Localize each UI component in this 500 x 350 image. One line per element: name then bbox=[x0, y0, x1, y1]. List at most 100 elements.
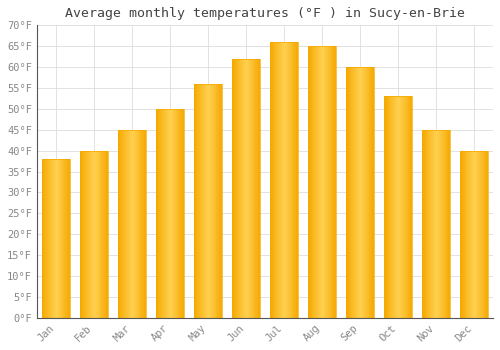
Bar bbox=[486, 150, 488, 318]
Bar bbox=[444, 130, 446, 318]
Bar bbox=[64, 159, 66, 318]
Bar bbox=[256, 59, 258, 318]
Bar bbox=[50, 159, 51, 318]
Bar bbox=[160, 109, 162, 318]
Bar bbox=[126, 130, 127, 318]
Bar bbox=[475, 150, 476, 318]
Bar bbox=[468, 150, 469, 318]
Bar bbox=[432, 130, 433, 318]
Bar bbox=[308, 46, 336, 318]
Bar bbox=[232, 59, 234, 318]
Bar bbox=[176, 109, 178, 318]
Bar bbox=[44, 159, 46, 318]
Bar bbox=[403, 96, 404, 318]
Bar bbox=[250, 59, 252, 318]
Bar bbox=[296, 42, 297, 318]
Bar bbox=[165, 109, 166, 318]
Bar bbox=[422, 130, 424, 318]
Bar bbox=[364, 67, 366, 318]
Bar bbox=[310, 46, 312, 318]
Bar bbox=[142, 130, 144, 318]
Bar bbox=[89, 150, 90, 318]
Bar bbox=[134, 130, 136, 318]
Bar bbox=[428, 130, 430, 318]
Bar bbox=[285, 42, 286, 318]
Bar bbox=[163, 109, 164, 318]
Bar bbox=[208, 84, 209, 318]
Bar bbox=[472, 150, 473, 318]
Bar bbox=[136, 130, 138, 318]
Bar bbox=[396, 96, 397, 318]
Bar bbox=[244, 59, 245, 318]
Bar bbox=[133, 130, 134, 318]
Bar bbox=[94, 150, 95, 318]
Bar bbox=[361, 67, 362, 318]
Bar bbox=[247, 59, 248, 318]
Bar bbox=[95, 150, 96, 318]
Bar bbox=[53, 159, 54, 318]
Bar bbox=[203, 84, 204, 318]
Bar bbox=[334, 46, 336, 318]
Bar bbox=[358, 67, 359, 318]
Bar bbox=[120, 130, 122, 318]
Bar bbox=[131, 130, 132, 318]
Bar bbox=[356, 67, 357, 318]
Bar bbox=[346, 67, 374, 318]
Bar bbox=[386, 96, 388, 318]
Bar bbox=[314, 46, 316, 318]
Bar bbox=[288, 42, 290, 318]
Bar bbox=[350, 67, 352, 318]
Bar bbox=[46, 159, 48, 318]
Bar bbox=[220, 84, 221, 318]
Bar bbox=[174, 109, 176, 318]
Bar bbox=[234, 59, 236, 318]
Bar bbox=[93, 150, 94, 318]
Bar bbox=[238, 59, 240, 318]
Bar bbox=[466, 150, 468, 318]
Bar bbox=[477, 150, 478, 318]
Bar bbox=[182, 109, 183, 318]
Bar bbox=[324, 46, 325, 318]
Bar bbox=[207, 84, 208, 318]
Bar bbox=[448, 130, 450, 318]
Bar bbox=[69, 159, 70, 318]
Bar bbox=[434, 130, 435, 318]
Bar bbox=[232, 59, 260, 318]
Bar bbox=[92, 150, 93, 318]
Bar bbox=[441, 130, 442, 318]
Bar bbox=[430, 130, 432, 318]
Bar bbox=[196, 84, 198, 318]
Bar bbox=[107, 150, 108, 318]
Bar bbox=[278, 42, 279, 318]
Bar bbox=[242, 59, 243, 318]
Bar bbox=[473, 150, 474, 318]
Bar bbox=[202, 84, 203, 318]
Bar bbox=[322, 46, 323, 318]
Bar bbox=[390, 96, 392, 318]
Bar bbox=[172, 109, 174, 318]
Bar bbox=[435, 130, 436, 318]
Bar bbox=[326, 46, 328, 318]
Bar bbox=[88, 150, 89, 318]
Bar bbox=[259, 59, 260, 318]
Bar bbox=[318, 46, 319, 318]
Bar bbox=[330, 46, 332, 318]
Bar bbox=[127, 130, 128, 318]
Bar bbox=[437, 130, 438, 318]
Bar bbox=[118, 130, 120, 318]
Bar bbox=[323, 46, 324, 318]
Bar bbox=[384, 96, 386, 318]
Bar bbox=[482, 150, 484, 318]
Bar bbox=[270, 42, 298, 318]
Bar bbox=[439, 130, 440, 318]
Bar bbox=[462, 150, 464, 318]
Bar bbox=[52, 159, 53, 318]
Bar bbox=[243, 59, 244, 318]
Bar bbox=[372, 67, 374, 318]
Bar bbox=[308, 46, 310, 318]
Bar bbox=[290, 42, 292, 318]
Bar bbox=[270, 42, 272, 318]
Bar bbox=[286, 42, 287, 318]
Bar bbox=[312, 46, 314, 318]
Bar bbox=[249, 59, 250, 318]
